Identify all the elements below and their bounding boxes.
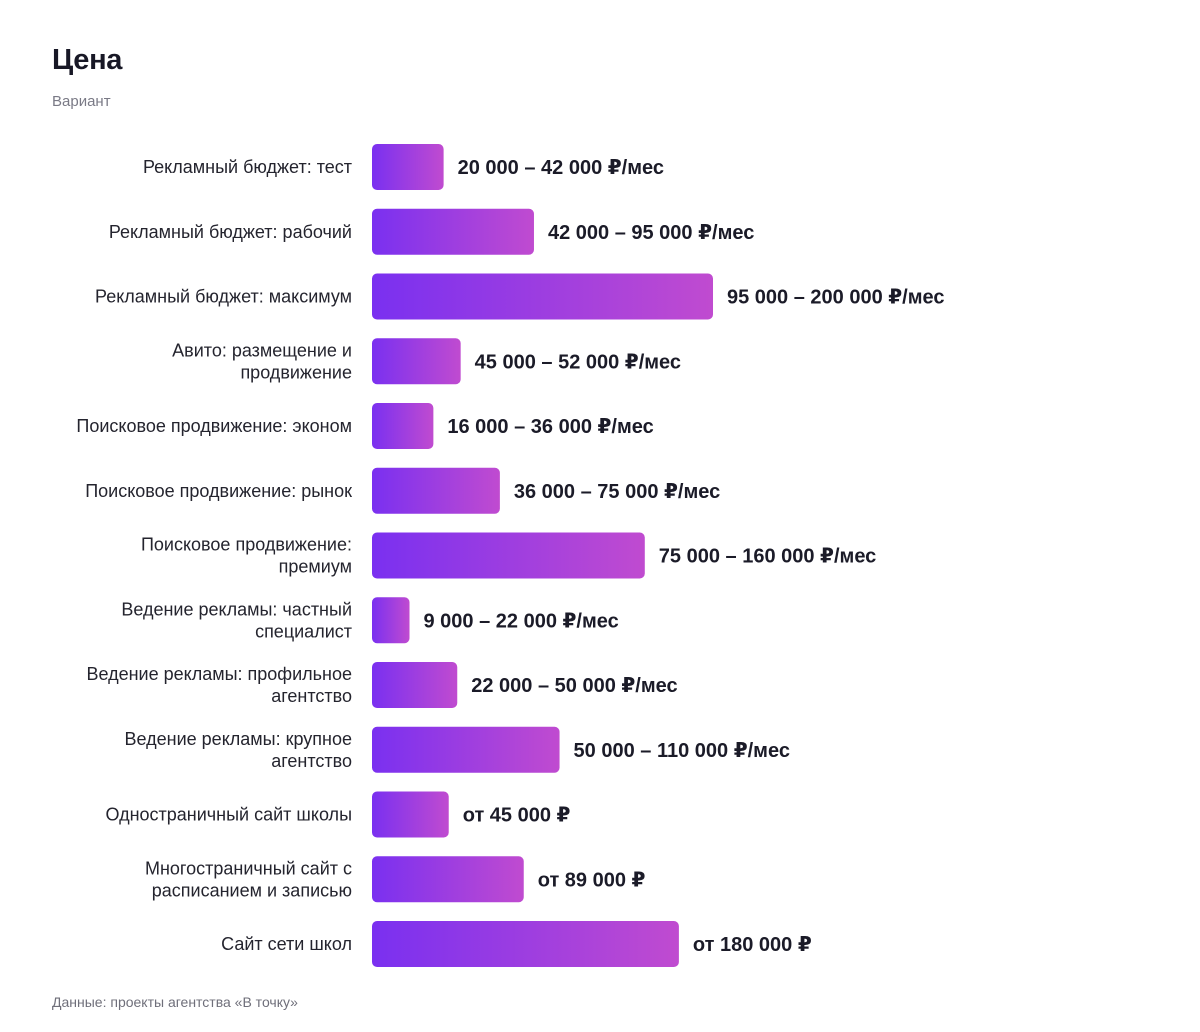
value-label-9: 50 000 – 110 000 ₽/мес [574, 740, 790, 762]
value-label-2: 95 000 – 200 000 ₽/мес [727, 287, 945, 309]
value-label-7: 9 000 – 22 000 ₽/мес [424, 610, 619, 632]
category-label-2: Рекламный бюджет: максимум [95, 287, 352, 307]
bar-0 [372, 144, 444, 190]
bar-8 [372, 662, 458, 708]
chart-title: Цена [52, 44, 123, 76]
value-label-8: 22 000 – 50 000 ₽/мес [471, 675, 677, 697]
value-label-12: от 180 000 ₽ [693, 934, 812, 956]
category-label-10: Одностраничный сайт школы [105, 805, 352, 825]
bar-5 [372, 467, 500, 514]
bar-3 [372, 338, 461, 385]
bars-group: Рекламный бюджет: тест 20 000 – 42 000 ₽/… [76, 144, 945, 967]
category-label-12: Сайт сети школ [221, 934, 352, 954]
value-label-5: 36 000 – 75 000 ₽/мес [514, 481, 720, 503]
bar-4 [372, 403, 434, 449]
chart-subtitle: Вариант [52, 93, 111, 110]
value-label-6: 75 000 – 160 000 ₽/мес [659, 546, 877, 568]
category-label-1: Рекламный бюджет: рабочий [109, 222, 352, 242]
category-label-9: Ведение рекламы: крупное агентство [125, 729, 352, 771]
category-label-5: Поисковое продвижение: рынок [85, 481, 352, 501]
category-label-8: Ведение рекламы: профильное агентство [86, 664, 352, 706]
category-label-0: Рекламный бюджет: тест [143, 157, 352, 177]
value-label-11: от 89 000 ₽ [538, 869, 646, 891]
bar-6 [372, 532, 645, 579]
value-label-4: 16 000 – 36 000 ₽/мес [447, 416, 653, 438]
source-note: Данные: проекты агентства «В точку» [52, 994, 298, 1010]
category-label-11: Многостраничный сайт с расписанием и запи… [145, 858, 352, 900]
category-label-3: Авито: размещение и продвижение [172, 340, 352, 382]
value-label-0: 20 000 – 42 000 ₽/мес [458, 157, 664, 179]
value-label-3: 45 000 – 52 000 ₽/мес [475, 351, 681, 373]
bar-1 [372, 208, 534, 255]
category-label-4: Поисковое продвижение: эконом [76, 416, 352, 436]
value-label-10: от 45 000 ₽ [463, 805, 571, 827]
bar-2 [372, 273, 713, 320]
bar-9 [372, 726, 560, 773]
bar-10 [372, 791, 449, 838]
bar-11 [372, 856, 524, 903]
bar-7 [372, 597, 410, 644]
bar-12 [372, 921, 679, 967]
category-label-7: Ведение рекламы: частный специалист [121, 599, 352, 641]
value-label-1: 42 000 – 95 000 ₽/мес [548, 222, 754, 244]
category-label-6: Поисковое продвижение: премиум [141, 535, 352, 577]
